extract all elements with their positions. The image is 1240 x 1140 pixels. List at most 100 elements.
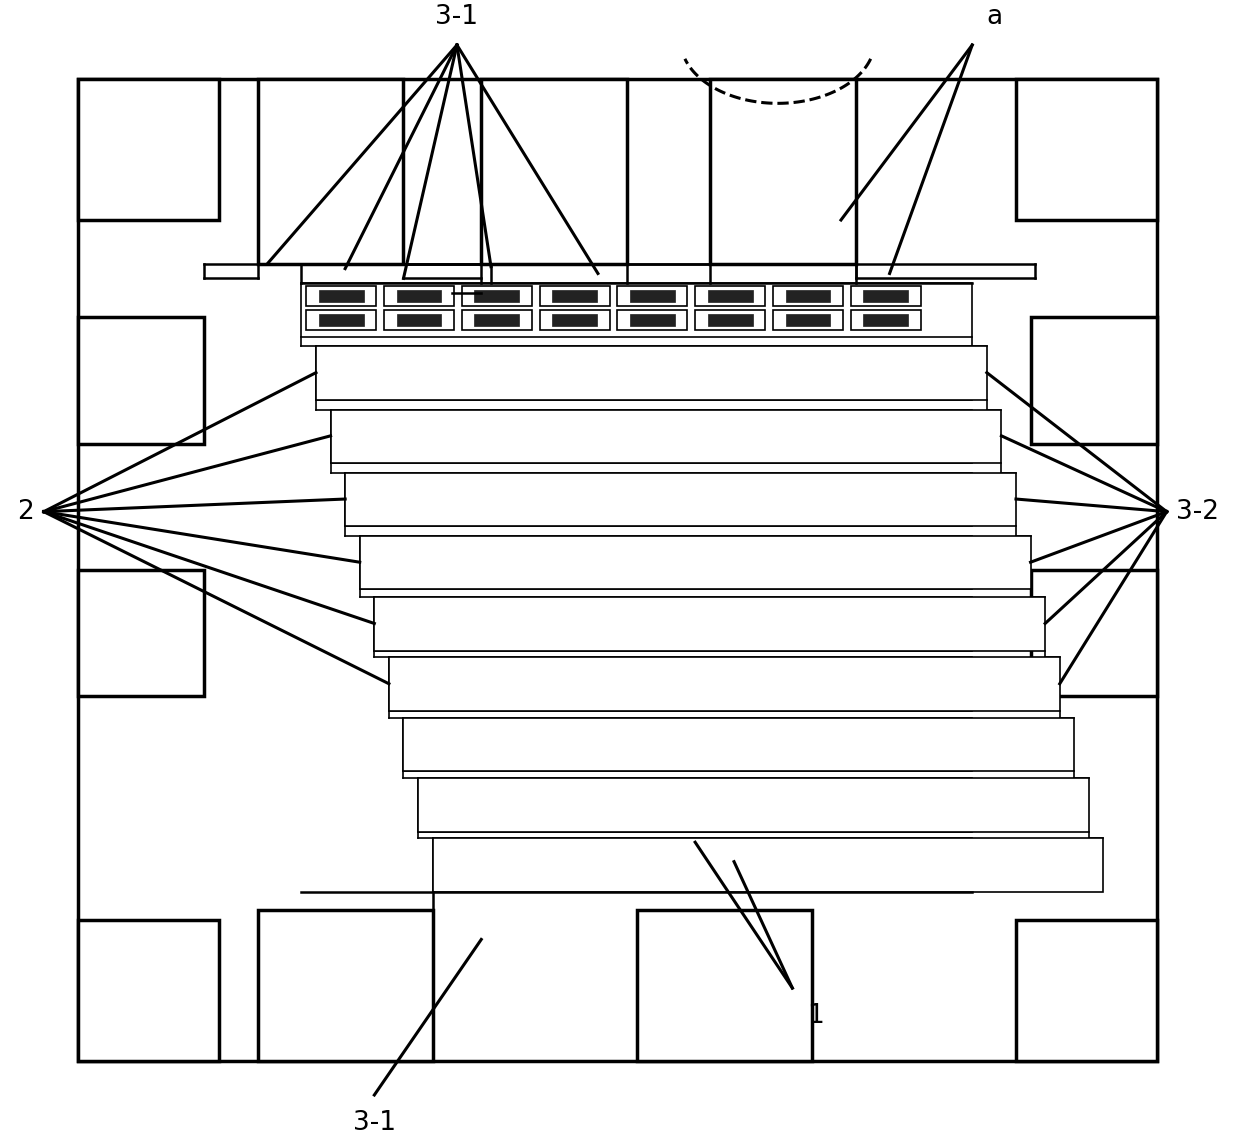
Bar [825, 784, 869, 797]
Bar [362, 504, 408, 515]
Bar [316, 347, 972, 400]
Bar [591, 784, 636, 797]
Bar [709, 79, 856, 263]
Bar [754, 563, 823, 583]
Bar [321, 374, 391, 393]
Bar [489, 353, 533, 365]
Bar [732, 725, 776, 736]
Bar [316, 347, 987, 400]
Bar [696, 310, 765, 329]
Bar [534, 625, 605, 644]
Bar [751, 504, 796, 515]
Bar [583, 500, 653, 520]
Bar [577, 749, 621, 760]
Bar [839, 870, 884, 881]
Bar [484, 689, 529, 700]
Bar [724, 413, 795, 432]
Bar [598, 539, 668, 559]
Bar [471, 660, 542, 679]
Bar [443, 563, 512, 583]
Bar [1016, 920, 1157, 1061]
Bar [625, 628, 670, 640]
Bar [627, 660, 697, 679]
Bar [450, 870, 495, 881]
Bar [334, 353, 378, 365]
Bar [520, 539, 590, 559]
Bar [732, 749, 776, 760]
Bar [704, 660, 775, 679]
Bar [1016, 79, 1157, 220]
Bar [471, 685, 542, 705]
Bar [392, 628, 436, 640]
Bar [552, 315, 596, 326]
Bar [873, 689, 918, 700]
Bar [486, 720, 556, 740]
Bar [438, 865, 507, 885]
Bar [567, 377, 611, 389]
Bar [903, 809, 947, 821]
Bar [398, 374, 469, 393]
Bar [593, 841, 663, 861]
Bar [389, 658, 1060, 711]
Bar [861, 685, 930, 705]
Bar [433, 838, 972, 891]
Bar [866, 349, 935, 368]
Bar [751, 480, 796, 491]
Bar [513, 784, 558, 797]
Bar [851, 286, 921, 306]
Bar [734, 805, 804, 824]
Bar [319, 315, 363, 326]
Bar [408, 746, 479, 765]
Bar [618, 286, 687, 306]
Bar [880, 437, 950, 456]
Bar [660, 441, 704, 453]
Bar [403, 718, 1074, 772]
Bar [423, 805, 494, 824]
Bar [78, 920, 218, 1061]
Bar [547, 628, 593, 640]
Bar [785, 315, 831, 326]
Bar [768, 625, 838, 644]
Bar [640, 665, 684, 676]
Bar [412, 353, 456, 365]
Bar [800, 377, 844, 389]
Bar [676, 539, 745, 559]
Bar [903, 784, 947, 797]
Bar [655, 725, 699, 736]
Bar [360, 536, 1030, 589]
Bar [782, 685, 853, 705]
Bar [875, 720, 945, 740]
Bar [440, 504, 485, 515]
Bar [506, 475, 575, 495]
Bar [691, 625, 760, 644]
Bar [389, 658, 972, 711]
Bar [379, 625, 449, 644]
Bar [569, 437, 639, 456]
Bar [336, 413, 405, 432]
Bar [640, 689, 684, 700]
Bar [516, 841, 585, 861]
Bar [893, 441, 937, 453]
Bar [582, 416, 626, 428]
Bar [412, 377, 456, 389]
Bar [866, 374, 935, 393]
Bar [683, 845, 728, 857]
Bar [781, 628, 826, 640]
Bar [345, 473, 972, 527]
Bar [893, 416, 937, 428]
Bar [360, 536, 972, 589]
Bar [455, 543, 500, 554]
Bar [331, 409, 1002, 463]
Bar [1030, 570, 1157, 697]
Bar [703, 604, 748, 616]
Bar [812, 805, 882, 824]
Bar [709, 349, 780, 368]
Bar [800, 353, 844, 365]
Bar [258, 79, 403, 263]
Bar [632, 349, 702, 368]
Bar [345, 473, 1016, 527]
Bar [533, 567, 578, 579]
Bar [749, 841, 818, 861]
Text: a: a [987, 5, 1003, 31]
Bar [528, 845, 573, 857]
